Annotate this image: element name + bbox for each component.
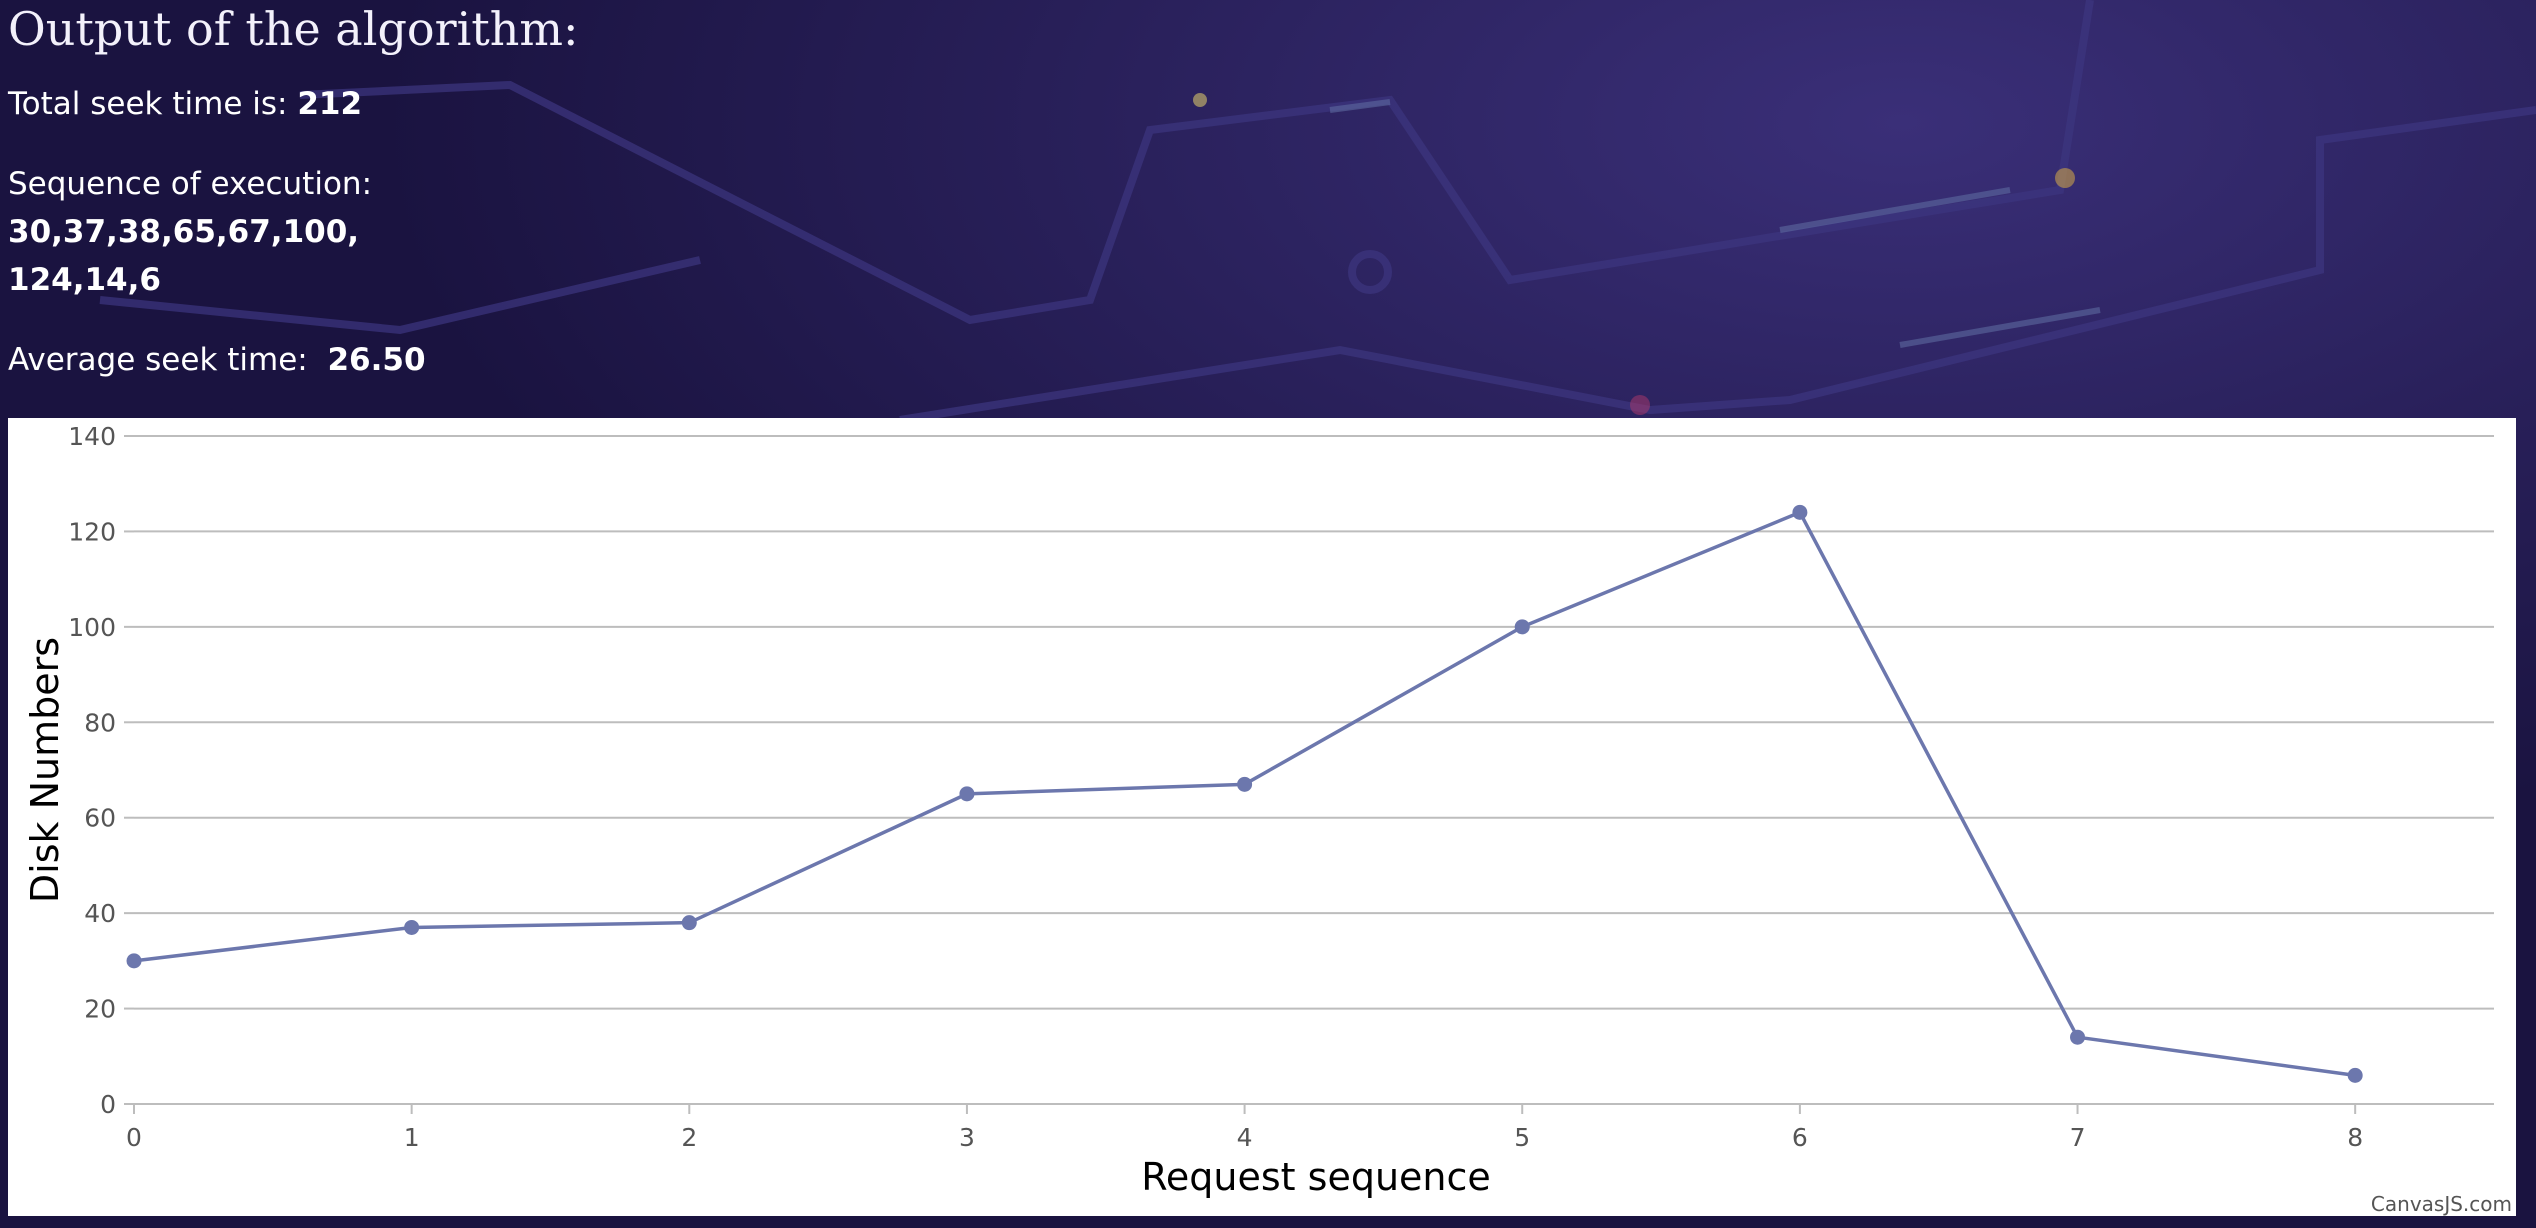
data-points [126, 504, 2363, 1083]
y-tick-label-100: 100 [68, 613, 116, 642]
data-point-6 [1792, 504, 1808, 520]
page-title: Output of the algorithm: [8, 2, 579, 56]
x-tick-labels: 0 1 2 3 4 5 6 7 8 [126, 1123, 2363, 1152]
y-tick-label-60: 60 [84, 804, 116, 833]
x-tick-label-8: 8 [2347, 1123, 2363, 1152]
y-tick-label-0: 0 [100, 1090, 116, 1119]
x-tick-label-3: 3 [959, 1123, 975, 1152]
y-tick-labels: 0 20 40 60 80 100 120 140 [68, 422, 116, 1119]
x-tick-label-0: 0 [126, 1123, 142, 1152]
x-axis-title: Request sequence [1141, 1155, 1491, 1199]
grid-lines [134, 435, 2494, 1105]
series-line [133, 510, 2356, 1078]
total-seek-label: Total seek time is: [8, 86, 288, 122]
average-seek-label: Average seek time: [8, 342, 308, 378]
x-tick-label-5: 5 [1514, 1123, 1530, 1152]
data-point-2 [681, 915, 697, 931]
y-tick-label-20: 20 [84, 995, 116, 1024]
x-tick-label-2: 2 [681, 1123, 697, 1152]
y-tick-label-80: 80 [84, 708, 116, 737]
x-tick-label-7: 7 [2070, 1123, 2086, 1152]
data-point-0 [126, 953, 142, 969]
data-point-8 [2347, 1067, 2363, 1083]
line-chart: 0 20 40 60 80 100 120 140 0 1 2 3 4 5 6 7 8 Request seq… [23, 422, 2494, 1199]
data-point-1 [404, 919, 420, 935]
average-seek-value: 26.50 [327, 342, 426, 378]
x-tick-label-6: 6 [1792, 1123, 1808, 1152]
total-seek-value: 212 [297, 86, 363, 122]
series-line-0 [133, 510, 2356, 1078]
data-point-5 [1514, 619, 1530, 635]
y-tick-label-40: 40 [84, 899, 116, 928]
chart-panel: 0 20 40 60 80 100 120 140 0 1 2 3 4 5 6 7 8 Request seq… [8, 418, 2516, 1216]
sequence-values-line-1: 30,37,38,65,67,100, [8, 214, 360, 250]
average-seek-time: Average seek time: 26.50 [8, 342, 426, 378]
x-tick-label-4: 4 [1237, 1123, 1253, 1152]
y-tick-label-140: 140 [68, 422, 116, 451]
data-point-4 [1237, 776, 1253, 792]
axes [124, 435, 2494, 1114]
sequence-values-line-2: 124,14,6 [8, 262, 161, 298]
x-tick-label-1: 1 [404, 1123, 420, 1152]
canvasjs-credit-link[interactable]: CanvasJS.com [2370, 1192, 2512, 1216]
data-point-3 [959, 786, 975, 802]
data-point-7 [2070, 1029, 2086, 1045]
sequence-label: Sequence of execution: [8, 166, 373, 202]
y-tick-label-120: 120 [68, 517, 116, 546]
y-axis-title: Disk Numbers [23, 637, 67, 903]
total-seek-time: Total seek time is: 212 [8, 86, 362, 122]
